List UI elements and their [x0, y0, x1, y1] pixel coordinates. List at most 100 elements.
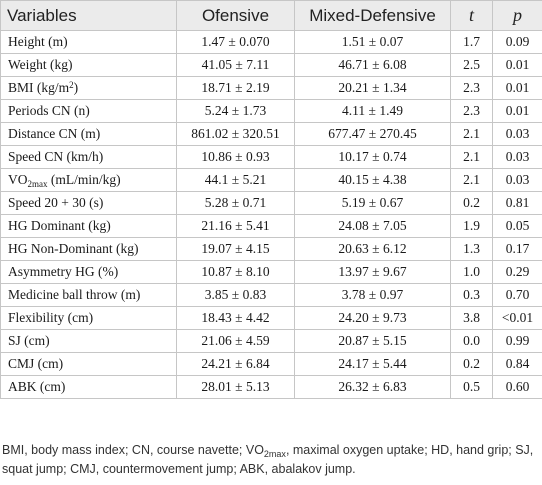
p-cell: 0.99 — [492, 329, 542, 353]
table-header-row: Variables Ofensive Mixed-Defensive t p — [0, 0, 542, 31]
table-row: HG Dominant (kg) 21.16 ± 5.41 24.08 ± 7.… — [0, 214, 542, 238]
variable-cell: Asymmetry HG (%) — [0, 260, 177, 284]
t-cell: 1.3 — [450, 237, 493, 261]
ofensive-cell: 5.24 ± 1.73 — [176, 99, 295, 123]
table-row: Height (m) 1.47 ± 0.070 1.51 ± 0.07 1.7 … — [0, 30, 542, 54]
ofensive-cell: 5.28 ± 0.71 — [176, 191, 295, 215]
ofensive-cell: 10.86 ± 0.93 — [176, 145, 295, 169]
p-cell: 0.29 — [492, 260, 542, 284]
mixed-defensive-cell: 24.20 ± 9.73 — [294, 306, 451, 330]
t-cell: 0.2 — [450, 191, 493, 215]
ofensive-cell: 28.01 ± 5.13 — [176, 375, 295, 399]
p-cell: 0.03 — [492, 168, 542, 192]
t-cell: 2.3 — [450, 99, 493, 123]
mixed-defensive-cell: 24.08 ± 7.05 — [294, 214, 451, 238]
p-cell: 0.01 — [492, 53, 542, 77]
t-cell: 2.1 — [450, 145, 493, 169]
results-table: Variables Ofensive Mixed-Defensive t p H… — [0, 0, 542, 399]
mixed-defensive-cell: 20.87 ± 5.15 — [294, 329, 451, 353]
subscript: 2max — [27, 179, 48, 190]
variable-cell: Height (m) — [0, 30, 177, 54]
t-cell: 0.0 — [450, 329, 493, 353]
ofensive-cell: 18.71 ± 2.19 — [176, 76, 295, 100]
header-p: p — [492, 0, 542, 31]
results-table-container: Variables Ofensive Mixed-Defensive t p H… — [0, 0, 542, 399]
t-cell: 0.5 — [450, 375, 493, 399]
table-row: Speed 20 + 30 (s) 5.28 ± 0.71 5.19 ± 0.6… — [0, 191, 542, 215]
table-row: ABK (cm) 28.01 ± 5.13 26.32 ± 6.83 0.5 0… — [0, 375, 542, 399]
mixed-defensive-cell: 20.63 ± 6.12 — [294, 237, 451, 261]
variable-cell: HG Non-Dominant (kg) — [0, 237, 177, 261]
variable-cell: Distance CN (m) — [0, 122, 177, 146]
table-row: SJ (cm) 21.06 ± 4.59 20.87 ± 5.15 0.0 0.… — [0, 329, 542, 353]
p-cell: 0.09 — [492, 30, 542, 54]
table-footnote: BMI, body mass index; CN, course navette… — [2, 441, 540, 479]
table-row: Flexibility (cm) 18.43 ± 4.42 24.20 ± 9.… — [0, 306, 542, 330]
ofensive-cell: 21.16 ± 5.41 — [176, 214, 295, 238]
t-cell: 0.2 — [450, 352, 493, 376]
p-cell: 0.03 — [492, 122, 542, 146]
mixed-defensive-cell: 5.19 ± 0.67 — [294, 191, 451, 215]
footnote-text: BMI, body mass index; CN, course navette… — [2, 443, 264, 457]
t-cell: 2.3 — [450, 76, 493, 100]
variable-text-tail: (mL/min/kg) — [47, 172, 121, 188]
variable-cell: Periods CN (n) — [0, 99, 177, 123]
header-t: t — [450, 0, 493, 31]
p-cell: 0.60 — [492, 375, 542, 399]
t-cell: 3.8 — [450, 306, 493, 330]
p-cell: 0.81 — [492, 191, 542, 215]
table-row: Speed CN (km/h) 10.86 ± 0.93 10.17 ± 0.7… — [0, 145, 542, 169]
t-cell: 2.1 — [450, 122, 493, 146]
table-row: Weight (kg) 41.05 ± 7.11 46.71 ± 6.08 2.… — [0, 53, 542, 77]
variable-cell: SJ (cm) — [0, 329, 177, 353]
mixed-defensive-cell: 20.21 ± 1.34 — [294, 76, 451, 100]
mixed-defensive-cell: 46.71 ± 6.08 — [294, 53, 451, 77]
mixed-defensive-cell: 40.15 ± 4.38 — [294, 168, 451, 192]
superscript: 2 — [69, 80, 74, 91]
variable-cell: CMJ (cm) — [0, 352, 177, 376]
t-cell: 1.7 — [450, 30, 493, 54]
ofensive-cell: 19.07 ± 4.15 — [176, 237, 295, 261]
p-cell: <0.01 — [492, 306, 542, 330]
table-row: Distance CN (m) 861.02 ± 320.51 677.47 ±… — [0, 122, 542, 146]
p-cell: 0.17 — [492, 237, 542, 261]
variable-cell: Flexibility (cm) — [0, 306, 177, 330]
ofensive-cell: 18.43 ± 4.42 — [176, 306, 295, 330]
ofensive-cell: 21.06 ± 4.59 — [176, 329, 295, 353]
mixed-defensive-cell: 1.51 ± 0.07 — [294, 30, 451, 54]
mixed-defensive-cell: 24.17 ± 5.44 — [294, 352, 451, 376]
table-row: BMI (kg/m2) 18.71 ± 2.19 20.21 ± 1.34 2.… — [0, 76, 542, 100]
ofensive-cell: 41.05 ± 7.11 — [176, 53, 295, 77]
p-cell: 0.01 — [492, 99, 542, 123]
mixed-defensive-cell: 677.47 ± 270.45 — [294, 122, 451, 146]
p-cell: 0.05 — [492, 214, 542, 238]
header-ofensive: Ofensive — [176, 0, 295, 31]
table-row: HG Non-Dominant (kg) 19.07 ± 4.15 20.63 … — [0, 237, 542, 261]
ofensive-cell: 3.85 ± 0.83 — [176, 283, 295, 307]
variable-cell: HG Dominant (kg) — [0, 214, 177, 238]
table-row: Asymmetry HG (%) 10.87 ± 8.10 13.97 ± 9.… — [0, 260, 542, 284]
table-row: CMJ (cm) 24.21 ± 6.84 24.17 ± 5.44 0.2 0… — [0, 352, 542, 376]
t-cell: 2.1 — [450, 168, 493, 192]
table-row: Medicine ball throw (m) 3.85 ± 0.83 3.78… — [0, 283, 542, 307]
ofensive-cell: 24.21 ± 6.84 — [176, 352, 295, 376]
variable-cell: Medicine ball throw (m) — [0, 283, 177, 307]
table-row: VO2max (mL/min/kg) 44.1 ± 5.21 40.15 ± 4… — [0, 168, 542, 192]
p-cell: 0.01 — [492, 76, 542, 100]
variable-text: VO — [8, 172, 28, 188]
p-cell: 0.84 — [492, 352, 542, 376]
p-cell: 0.70 — [492, 283, 542, 307]
variable-text-tail: ) — [73, 80, 79, 96]
mixed-defensive-cell: 10.17 ± 0.74 — [294, 145, 451, 169]
ofensive-cell: 44.1 ± 5.21 — [176, 168, 295, 192]
variable-cell: BMI (kg/m2) — [0, 76, 177, 100]
footnote-text-continued: , maximal oxygen uptake; HD, hand grip; … — [2, 443, 534, 476]
p-cell: 0.03 — [492, 145, 542, 169]
ofensive-cell: 861.02 ± 320.51 — [176, 122, 295, 146]
t-cell: 1.9 — [450, 214, 493, 238]
variable-text: BMI (kg/m — [8, 80, 70, 96]
ofensive-cell: 1.47 ± 0.070 — [176, 30, 295, 54]
t-cell: 1.0 — [450, 260, 493, 284]
header-mixed-defensive: Mixed-Defensive — [294, 0, 451, 31]
variable-cell: Weight (kg) — [0, 53, 177, 77]
